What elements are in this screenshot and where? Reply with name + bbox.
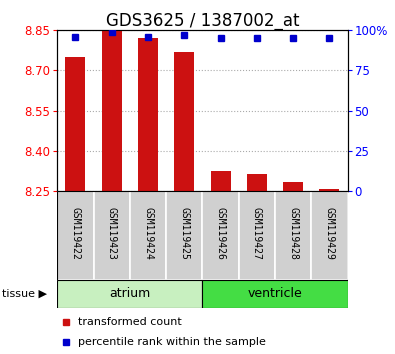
Bar — [57, 280, 202, 308]
Text: GSM119424: GSM119424 — [143, 207, 153, 260]
Bar — [66, 57, 85, 191]
Bar — [202, 280, 348, 308]
Text: GSM119425: GSM119425 — [179, 207, 189, 260]
Text: GSM119426: GSM119426 — [216, 207, 226, 260]
Title: GDS3625 / 1387002_at: GDS3625 / 1387002_at — [106, 12, 299, 30]
Bar — [202, 191, 239, 280]
Bar — [211, 171, 231, 191]
Bar — [130, 191, 166, 280]
Bar — [247, 174, 267, 191]
Bar — [320, 189, 339, 191]
Bar — [275, 191, 311, 280]
Text: atrium: atrium — [109, 287, 150, 300]
Text: GSM119422: GSM119422 — [70, 207, 81, 260]
Bar — [57, 191, 94, 280]
Bar — [311, 191, 348, 280]
Bar — [283, 182, 303, 191]
Text: ventricle: ventricle — [248, 287, 303, 300]
Bar — [166, 191, 203, 280]
Text: tissue ▶: tissue ▶ — [2, 289, 47, 299]
Text: transformed count: transformed count — [77, 317, 181, 327]
Bar — [94, 191, 130, 280]
Text: GSM119427: GSM119427 — [252, 207, 262, 260]
Bar — [138, 38, 158, 191]
Text: GSM119429: GSM119429 — [324, 207, 335, 260]
Text: percentile rank within the sample: percentile rank within the sample — [77, 337, 265, 348]
Bar — [102, 29, 122, 191]
Text: GSM119423: GSM119423 — [107, 207, 117, 260]
Bar — [174, 52, 194, 191]
Text: GSM119428: GSM119428 — [288, 207, 298, 260]
Bar — [239, 191, 275, 280]
